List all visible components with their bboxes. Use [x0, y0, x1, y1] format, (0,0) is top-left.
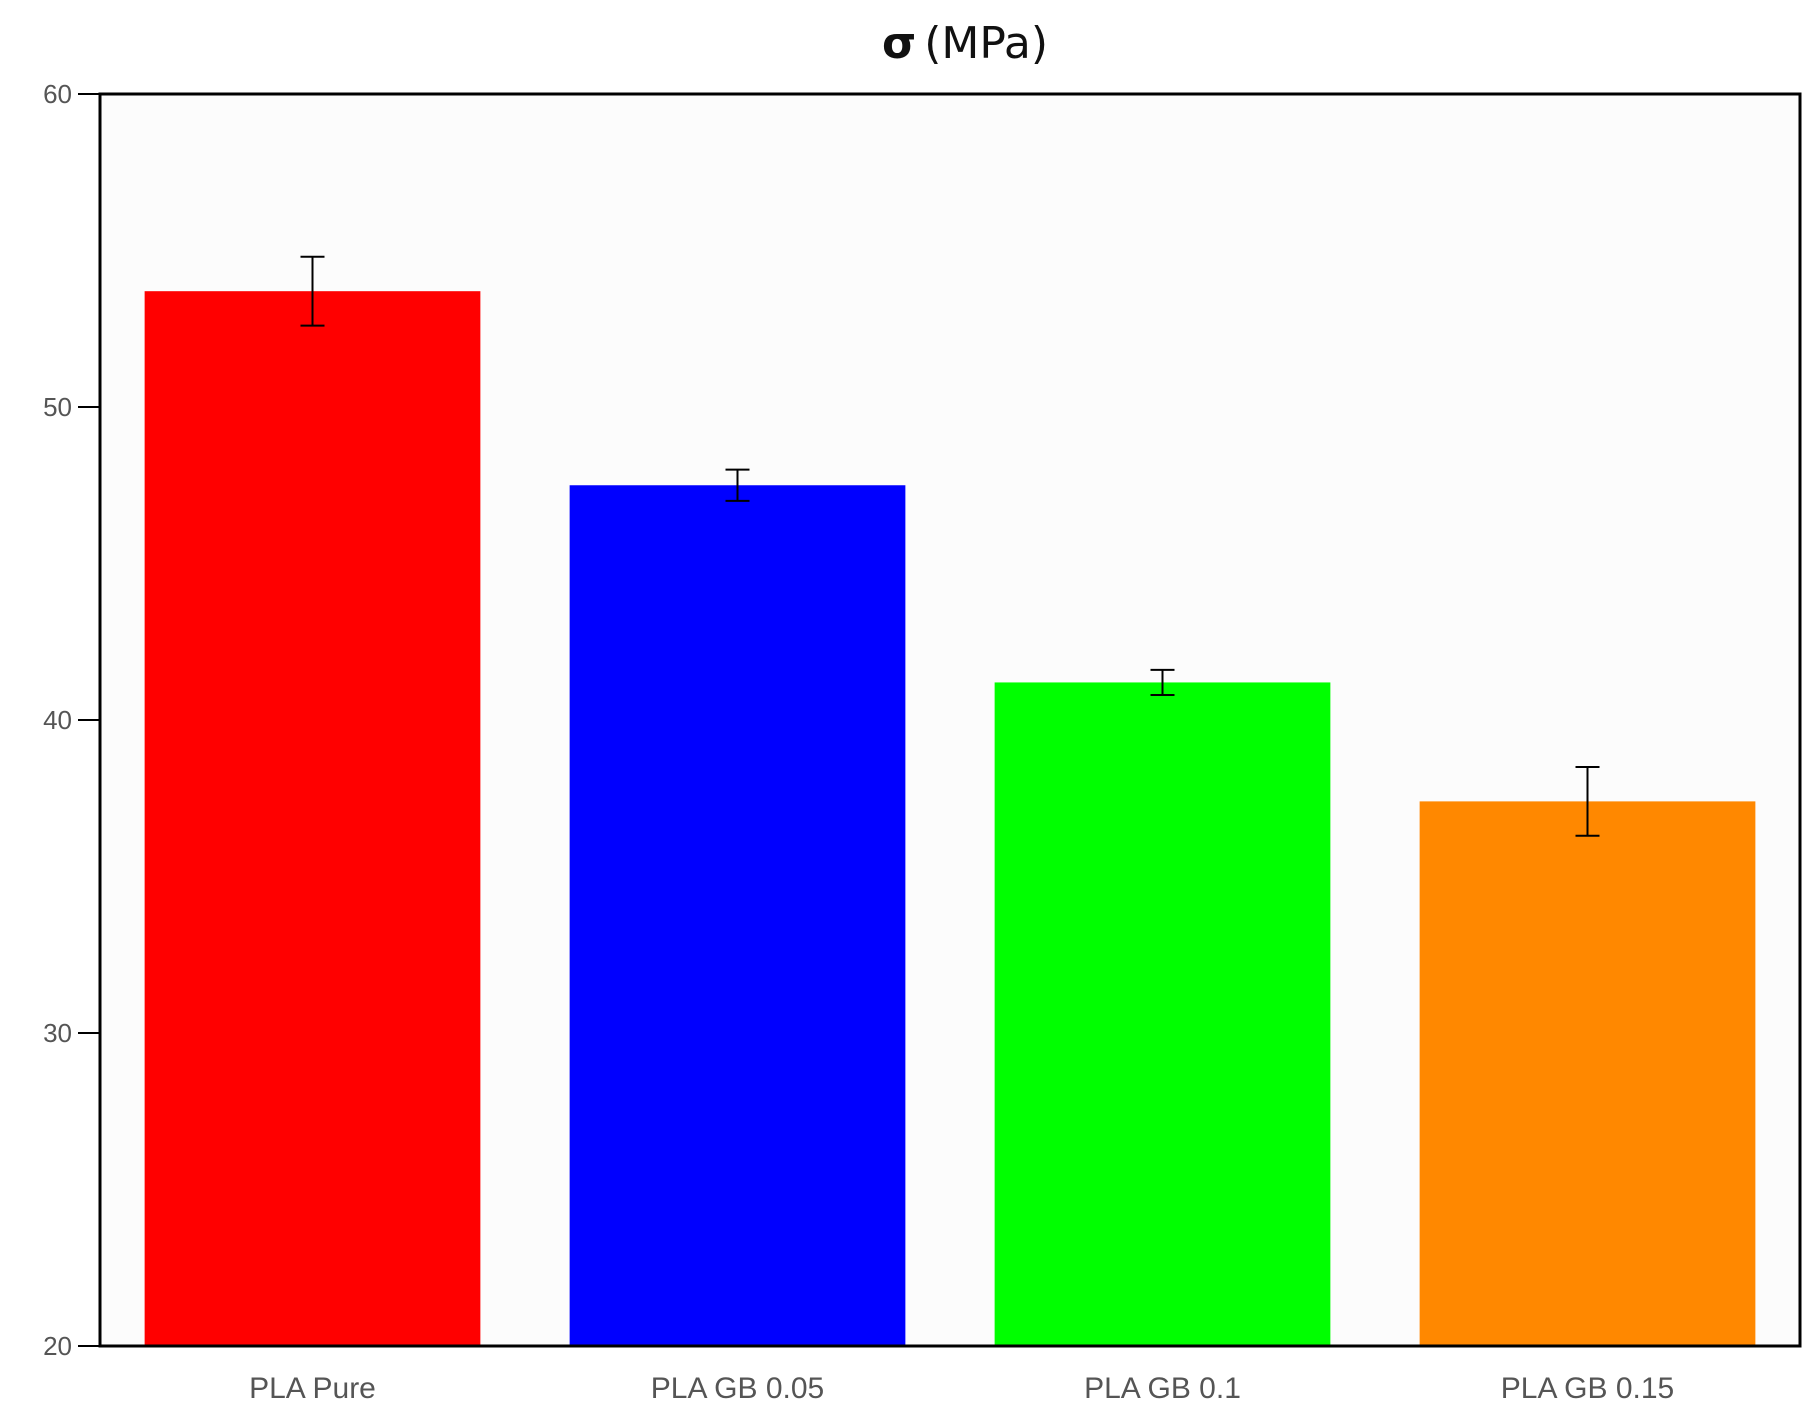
y-tick-label: 50 [43, 392, 72, 422]
x-category-label: PLA Pure [249, 1372, 376, 1405]
bars-group [144, 291, 1756, 1347]
bar-pla-gb-0-1 [994, 682, 1331, 1346]
y-tick-label: 20 [43, 1331, 72, 1361]
x-category-label: PLA GB 0.1 [1084, 1372, 1241, 1405]
x-category-label: PLA GB 0.05 [651, 1372, 824, 1405]
chart-title-text: (MPa) [924, 18, 1048, 69]
bar-pla-gb-0-15 [1419, 801, 1756, 1346]
y-tick-label: 30 [43, 1018, 72, 1048]
y-tick-label: 60 [43, 79, 72, 109]
plot-frame [98, 92, 1802, 1348]
chart-title-symbol: σ [882, 18, 916, 69]
bar-pla-pure [144, 291, 481, 1347]
y-tick-label: 40 [43, 705, 72, 735]
x-axis: PLA Pure PLA GB 0.05 PLA GB 0.1 PLA GB 0.15 [249, 1372, 1674, 1405]
chart-title: σ (MPa) [882, 18, 1048, 69]
x-category-label: PLA GB 0.15 [1501, 1372, 1674, 1405]
y-axis: 20 30 40 50 60 [43, 79, 100, 1361]
bar-pla-gb-0-05 [569, 485, 906, 1346]
error-bars-group [300, 255, 1600, 837]
